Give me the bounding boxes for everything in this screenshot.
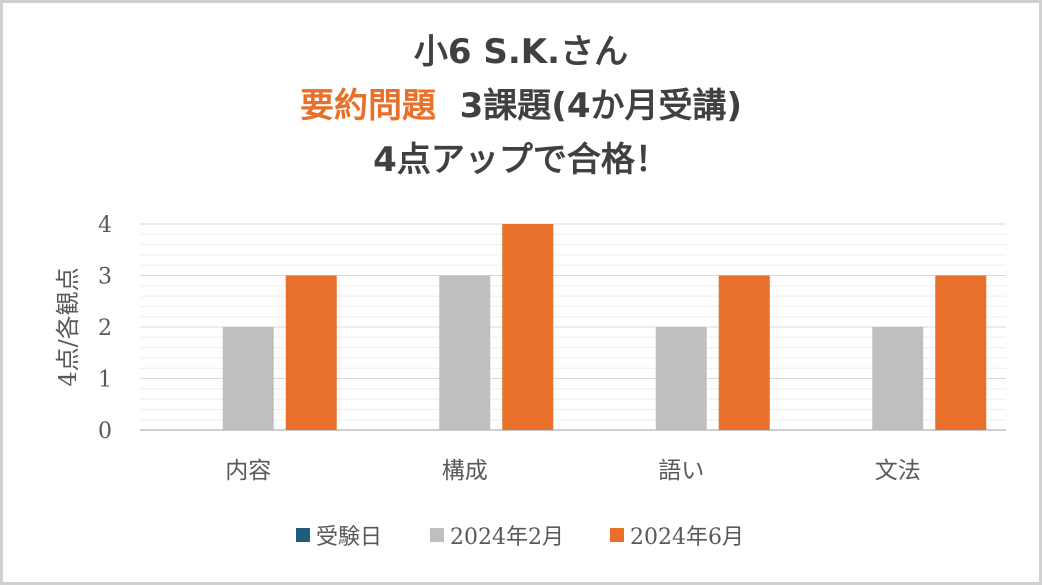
x-tick-label: 内容 — [225, 458, 271, 484]
bar-2-3 — [655, 327, 707, 430]
legend-swatch-3 — [610, 528, 624, 542]
y-axis-label: 4点/各観点 — [54, 267, 82, 386]
x-tick-label: 文法 — [875, 458, 921, 484]
legend-label-2: 2024年2月 — [450, 525, 564, 550]
y-tick-label: 2 — [98, 316, 112, 341]
chart-title-rest: 3課題(4か月受講) — [459, 86, 743, 126]
legend-label-1: 受験日 — [316, 525, 382, 550]
legend-label-3: 2024年6月 — [630, 525, 744, 550]
bar-3-1 — [285, 275, 337, 430]
chart-title-line-2: 要約問題 3課題(4か月受講) — [0, 78, 1042, 127]
y-tick-label: 1 — [98, 368, 112, 393]
bar-3-3 — [718, 275, 770, 430]
bar-3-2 — [502, 224, 554, 430]
x-tick-label: 構成 — [442, 458, 488, 484]
bar-2-2 — [439, 275, 491, 430]
chart-title-highlight: 要約問題 — [299, 86, 436, 126]
chart-title-line-1: 小6 S.K.さん — [413, 32, 629, 72]
legend-swatch-2 — [430, 528, 444, 542]
y-tick-label: 0 — [98, 419, 112, 444]
y-tick-label: 3 — [98, 265, 112, 290]
y-tick-label: 4 — [98, 213, 112, 238]
bar-2-4 — [872, 327, 924, 430]
legend-swatch-1 — [296, 528, 310, 542]
chart-title-line-3: 4点アップで合格！ — [373, 140, 669, 180]
x-tick-label: 語い — [658, 458, 704, 484]
bar-3-4 — [935, 275, 987, 430]
bar-2-1 — [222, 327, 274, 430]
